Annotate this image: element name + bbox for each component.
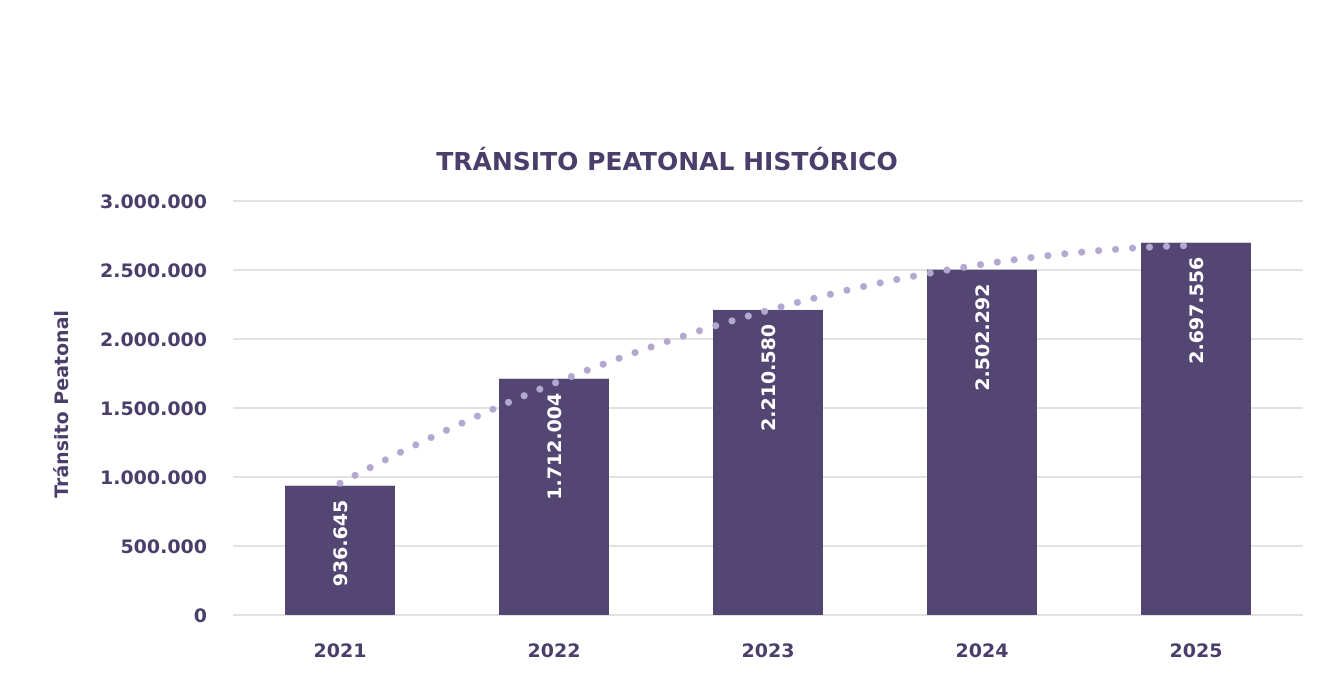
bar-2021 (285, 485, 395, 615)
x-tick-label: 2024 (956, 640, 1009, 662)
y-tick-label: 1.000.000 (100, 467, 207, 489)
x-tick-label: 2023 (742, 640, 795, 662)
data-label-2025: 2.697.556 (1186, 257, 1208, 364)
bar-2024 (927, 269, 1037, 615)
y-tick-label: 1.500.000 (100, 398, 207, 420)
x-tick-label: 2021 (314, 640, 367, 662)
bar-2022 (499, 378, 609, 615)
y-tick-label: 500.000 (120, 536, 207, 558)
y-axis-ticks: 0 500.000 1.000.000 1.500.000 2.000.000 2.500… (100, 191, 207, 627)
y-axis-label: Tránsito Peatonal (51, 310, 73, 498)
x-tick-label: 2025 (1170, 640, 1223, 662)
data-label-2024: 2.502.292 (972, 284, 994, 391)
data-labels: 936.645 1.712.004 2.210.580 2.502.292 2.697.… (330, 257, 1208, 587)
y-tick-label: 0 (194, 605, 207, 627)
chart-title: TRÁNSITO PEATONAL HISTÓRICO (436, 146, 898, 176)
bar-2023 (713, 309, 823, 615)
data-label-2021: 936.645 (330, 500, 352, 587)
y-tick-label: 2.000.000 (100, 329, 207, 351)
x-axis-ticks: 2021 2022 2023 2024 2025 (314, 640, 1223, 662)
data-label-2022: 1.712.004 (544, 393, 566, 500)
y-tick-label: 2.500.000 (100, 260, 207, 282)
y-tick-label: 3.000.000 (100, 191, 207, 213)
x-tick-label: 2022 (528, 640, 581, 662)
data-label-2023: 2.210.580 (758, 324, 780, 431)
bars (285, 242, 1251, 615)
bar-2025 (1141, 242, 1251, 615)
